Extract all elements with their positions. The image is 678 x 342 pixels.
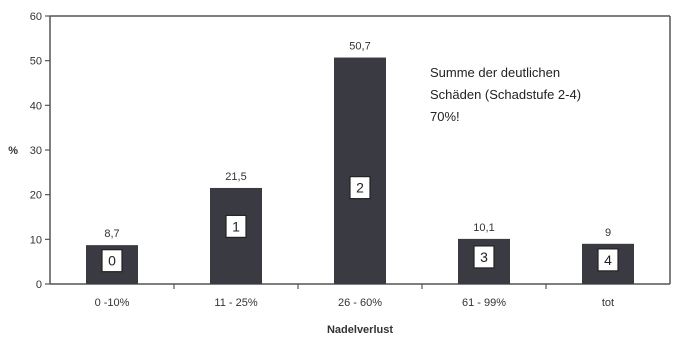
- x-tick-label: 0 -10%: [95, 297, 130, 309]
- stage-box: [597, 248, 619, 272]
- bar: [334, 57, 386, 284]
- y-tick-label: 20: [30, 190, 42, 202]
- y-tick-label: 50: [30, 56, 42, 68]
- y-tick-label: 60: [30, 11, 42, 23]
- bar-value-label: 10,1: [473, 222, 494, 234]
- y-tick-label: 10: [30, 234, 42, 246]
- bar-value-label: 21,5: [225, 171, 246, 183]
- bars: 8,7 0 0 -10% 21,5 1 11 - 25% 50,7 2 26 - 60% 10,1…: [86, 41, 634, 309]
- stage-box: [101, 249, 123, 273]
- stage-label: 3: [480, 249, 488, 265]
- x-axis: [173, 284, 547, 289]
- y-tick-label: 0: [36, 279, 42, 291]
- stage-label: 2: [356, 180, 364, 196]
- x-tick-label: 11 - 25%: [214, 297, 257, 309]
- stage-box: [349, 176, 371, 200]
- annotation-line: 70%!: [430, 109, 460, 124]
- stage-label: 4: [604, 252, 612, 268]
- stage-box: [473, 245, 495, 269]
- stage-label: 1: [232, 218, 240, 234]
- x-tick-label: tot: [602, 297, 614, 309]
- bar-value-label: 8,7: [104, 228, 119, 240]
- x-tick-label: 26 - 60%: [338, 297, 382, 309]
- bar-value-label: 9: [605, 227, 611, 239]
- y-axis-title: %: [8, 145, 18, 157]
- y-tick-label: 30: [30, 145, 42, 157]
- annotation-line: Schäden (Schadstufe 2-4): [430, 87, 581, 102]
- x-tick-label: 61 - 99%: [462, 297, 506, 309]
- annotation-line: Summe der deutlichen: [430, 65, 560, 80]
- stage-label: 0: [108, 253, 116, 269]
- annotation: Summe der deutlichen Schäden (Schadstufe …: [430, 65, 581, 124]
- y-axis: 0 10 20 30 40 50 60: [30, 11, 50, 291]
- bar-value-label: 50,7: [349, 41, 370, 53]
- x-axis-title: Nadelverlust: [327, 324, 393, 336]
- stage-box: [225, 214, 247, 238]
- y-tick-label: 40: [30, 100, 42, 112]
